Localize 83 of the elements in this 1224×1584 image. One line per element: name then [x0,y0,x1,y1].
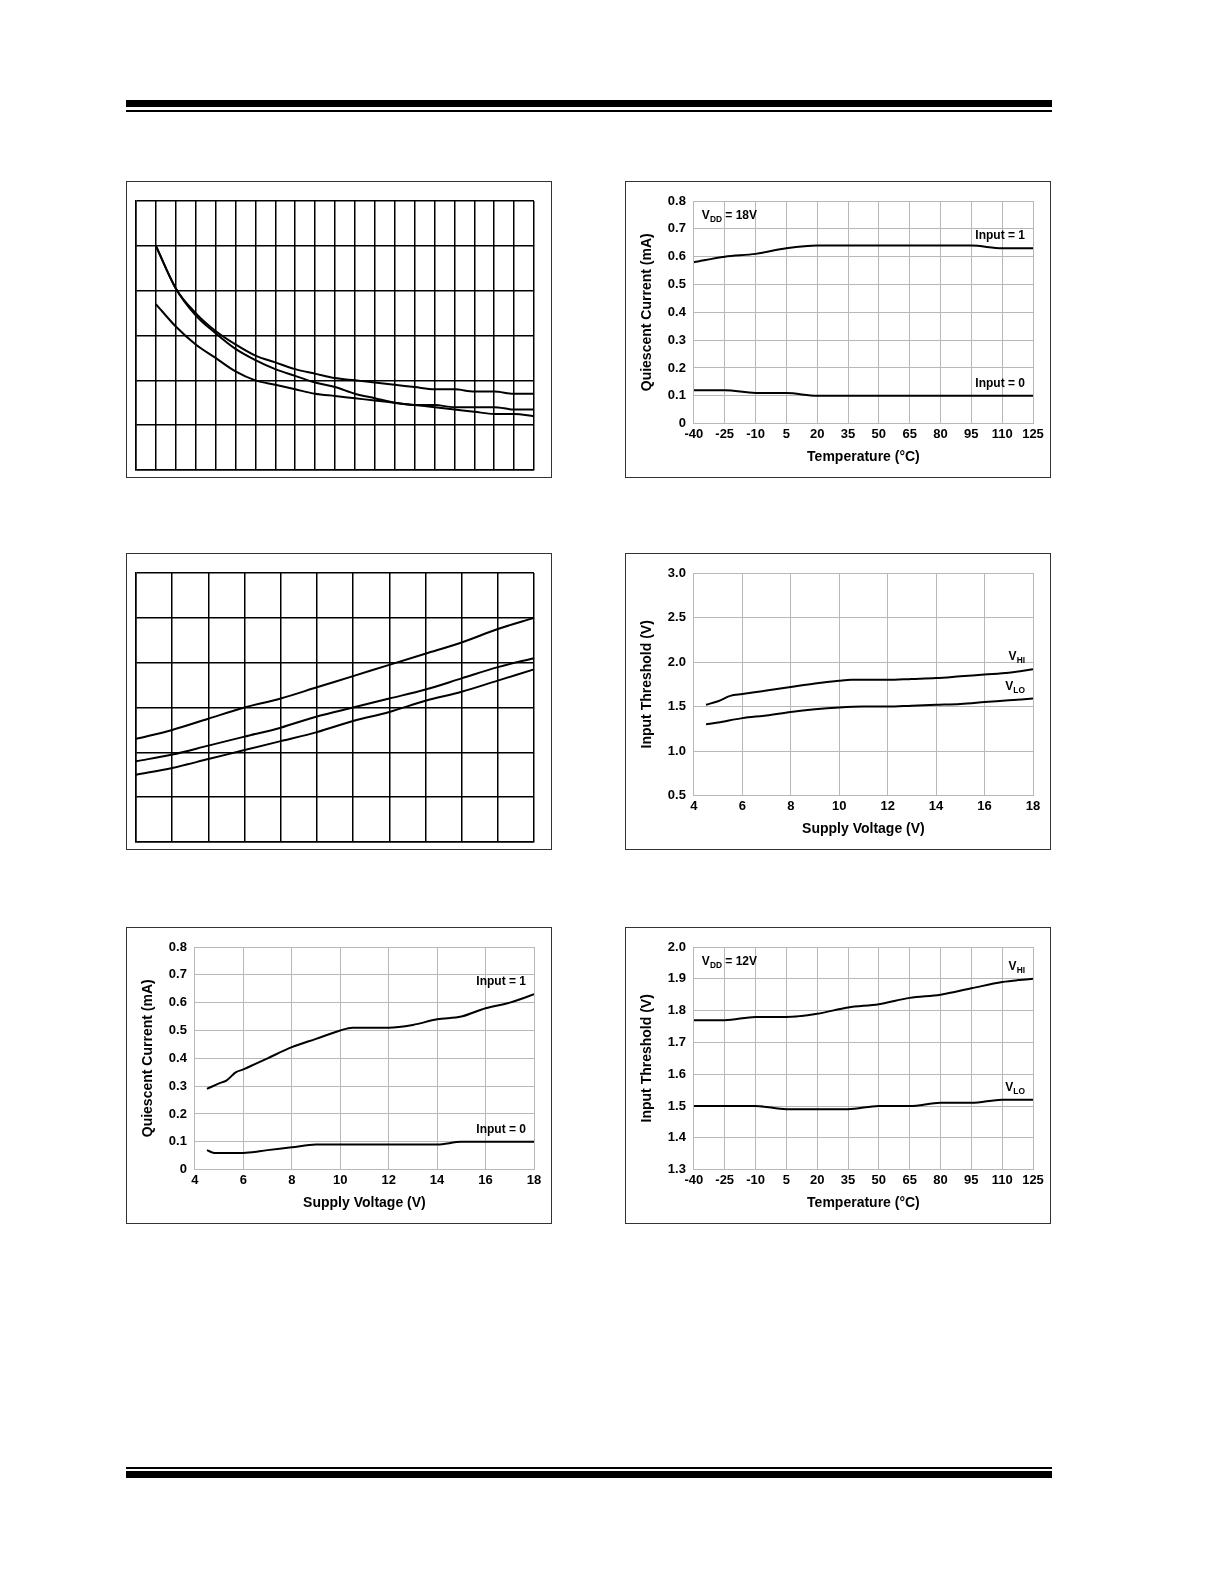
y-tick-label: 0.3 [667,331,686,347]
series-label: Input = 0 [975,375,1026,390]
x-tick-label: -10 [746,425,765,441]
x-tick-label: 95 [964,1171,979,1187]
y-tick-label: 0.1 [168,1133,187,1149]
x-tick-label: 110 [991,1171,1013,1187]
x-tick-label: 5 [782,1171,790,1187]
y-tick-label: 0.3 [168,1077,187,1093]
y-tick-label: 0.2 [168,1105,187,1121]
y-tick-label: 1.4 [667,1129,687,1145]
y-tick-label: 2.0 [667,938,686,954]
y-tick-label: 1.5 [667,1097,686,1113]
y-axis-title: Quiescent Current (mA) [139,979,156,1138]
y-tick-label: 0.5 [667,276,686,292]
y-tick-label: 1.7 [667,1033,686,1049]
y-tick-label: 1.5 [667,698,686,714]
x-tick-label: 14 [429,1171,446,1187]
x-tick-label: 18 [526,1171,542,1187]
x-tick-label: 50 [871,1171,887,1187]
x-tick-label: -25 [715,1171,735,1187]
y-tick-label: 1.6 [667,1065,686,1081]
y-tick-label: 0.1 [667,387,686,403]
x-tick-label: 12 [381,1171,396,1187]
x-tick-label: 125 [1022,425,1044,441]
y-tick-label: 0.7 [667,220,686,236]
y-tick-label: 0.5 [667,787,686,803]
x-tick-label: 20 [809,1171,825,1187]
y-tick-label: 0.6 [667,248,686,264]
x-tick-label: 4 [690,797,699,813]
x-tick-label: 35 [840,1171,856,1187]
x-tick-label: 18 [1025,797,1041,813]
x-axis-title: Temperature (°C) [807,1194,920,1211]
x-tick-label: 65 [902,425,917,441]
x-axis-title: Temperature (°C) [807,448,920,465]
x-tick-label: 6 [738,797,746,813]
y-tick-label: 0.2 [667,359,686,375]
y-axis-title: Input Threshold (V) [638,620,655,749]
x-tick-label: -40 [684,425,704,441]
x-tick-label: 5 [782,425,790,441]
y-tick-label: 0.5 [168,1022,187,1038]
x-tick-label: 80 [933,1171,948,1187]
y-tick-label: 2.5 [667,609,686,625]
x-tick-label: 12 [880,797,895,813]
x-tick-label: 14 [928,797,945,813]
x-tick-label: -25 [715,425,735,441]
y-tick-label: 0 [678,415,686,431]
x-tick-label: 8 [787,797,795,813]
y-tick-label: 1.3 [667,1161,686,1177]
x-axis-title: Supply Voltage (V) [802,820,925,837]
x-tick-label: 10 [831,797,847,813]
x-tick-label: 20 [809,425,825,441]
x-tick-label: 110 [991,425,1013,441]
x-tick-label: 35 [840,425,856,441]
y-tick-label: 0.6 [168,994,187,1010]
x-tick-label: 4 [191,1171,200,1187]
x-tick-label: 10 [332,1171,348,1187]
x-tick-label: 125 [1022,1171,1044,1187]
x-tick-label: 16 [977,797,992,813]
y-tick-label: 1.9 [667,970,686,986]
y-tick-label: 0.8 [168,938,187,954]
y-tick-label: 3.0 [667,564,686,580]
y-tick-label: 0 [179,1161,187,1177]
series-label: Input = 0 [476,1121,527,1136]
x-tick-label: 6 [239,1171,247,1187]
series-label: Input = 1 [476,974,527,989]
x-tick-label: 80 [933,425,948,441]
y-tick-label: 0.4 [667,303,687,319]
x-tick-label: 50 [871,425,887,441]
x-tick-label: -10 [746,1171,765,1187]
y-axis-title: Quiescent Current (mA) [638,233,655,392]
y-tick-label: 1.0 [667,742,686,758]
y-axis-title: Input Threshold (V) [638,994,655,1123]
x-tick-label: 8 [288,1171,296,1187]
y-tick-label: 0.4 [168,1049,188,1065]
y-tick-label: 2.0 [667,653,686,669]
series-label: Input = 1 [975,228,1026,243]
x-tick-label: 95 [964,425,979,441]
y-tick-label: 0.8 [667,192,686,208]
x-tick-label: 65 [902,1171,917,1187]
y-tick-label: 1.8 [667,1002,686,1018]
x-axis-title: Supply Voltage (V) [303,1194,426,1211]
y-tick-label: 0.7 [168,966,187,982]
x-tick-label: 16 [478,1171,493,1187]
